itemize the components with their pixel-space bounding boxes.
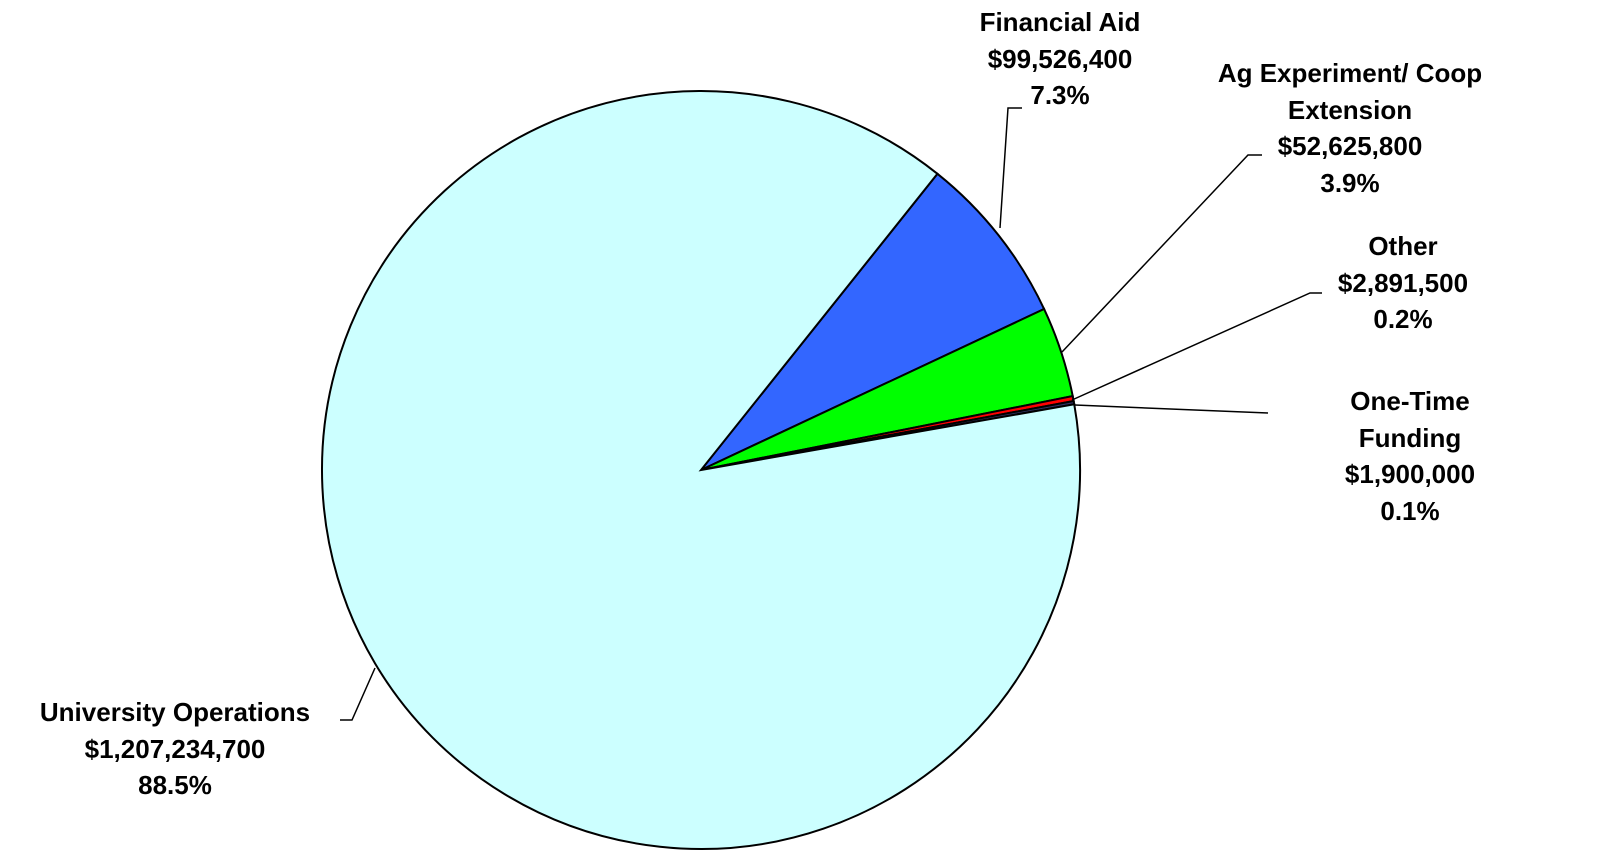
category-label: One-Time Funding: [1350, 386, 1470, 453]
leader-lines: [340, 107, 1322, 721]
percentage-label: 0.2%: [1373, 304, 1433, 334]
leader-line: [340, 667, 376, 721]
data-label: University Operations $1,207,234,700 88.5%: [40, 694, 310, 804]
leader-line: [1061, 154, 1262, 353]
data-label: Other $2,891,500 0.2%: [1338, 228, 1468, 338]
data-label: Financial Aid $99,526,400 7.3%: [980, 4, 1141, 114]
pie-slice: [321, 90, 1081, 850]
percentage-label: 0.1%: [1380, 495, 1440, 526]
data-label: One-Time Funding $1,900,000 0.1%: [1316, 383, 1504, 529]
pie-slice: [700, 172, 1046, 471]
value-label: $99,526,400: [987, 43, 1133, 74]
leader-line: [999, 107, 1022, 229]
percentage-label: 7.3%: [1030, 80, 1090, 110]
leader-line: [1071, 292, 1322, 401]
category-label: Ag Experiment/ Coop Extension: [1217, 58, 1483, 125]
category-label: Financial Aid: [979, 7, 1141, 37]
percentage-label: 3.9%: [1320, 167, 1380, 198]
value-label: $1,207,234,700: [84, 733, 266, 764]
value-label: $2,891,500: [1337, 267, 1469, 298]
data-label: Ag Experiment/ Coop Extension $52,625,800…: [1180, 55, 1520, 201]
pie: [321, 90, 1081, 850]
category-label: University Operations: [39, 697, 311, 727]
percentage-label: 88.5%: [138, 770, 212, 800]
category-label: Other: [1368, 231, 1438, 261]
leader-line: [1074, 404, 1269, 414]
value-label: $1,900,000: [1344, 459, 1476, 489]
value-label: $52,625,800: [1277, 131, 1423, 161]
